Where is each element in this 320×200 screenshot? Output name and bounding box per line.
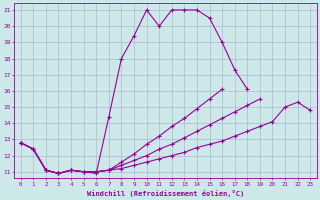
X-axis label: Windchill (Refroidissement éolien,°C): Windchill (Refroidissement éolien,°C) xyxy=(87,190,244,197)
